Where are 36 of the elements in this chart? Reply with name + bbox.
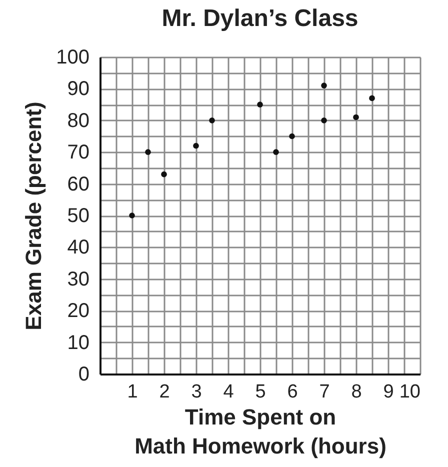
chart-title: Mr. Dylan’s Class bbox=[162, 5, 358, 32]
point bbox=[273, 149, 279, 156]
y-tick-label: 40 bbox=[67, 236, 90, 259]
point bbox=[321, 82, 327, 88]
point bbox=[129, 212, 135, 218]
point bbox=[161, 171, 167, 178]
y-tick-label: 0 bbox=[78, 364, 90, 386]
y-tick-label: 10 bbox=[67, 332, 90, 354]
point bbox=[289, 133, 295, 140]
x-tick-label: 6 bbox=[287, 382, 298, 402]
x-tick-label: 3 bbox=[191, 382, 202, 402]
x-tick-label: 5 bbox=[255, 382, 266, 402]
y-tick-label: 30 bbox=[67, 268, 90, 290]
y-tick-label: 60 bbox=[67, 173, 90, 196]
y-tick-label: 90 bbox=[67, 78, 90, 100]
x-tick-label: 1 bbox=[127, 382, 138, 402]
x-axis-title: Time Spent on Math Homework (hours) bbox=[134, 404, 386, 458]
y-axis-title: Exam Grade (percent) bbox=[21, 102, 46, 330]
point bbox=[209, 117, 215, 124]
x-tick-label: 10 bbox=[399, 382, 420, 402]
y-tick-label: 50 bbox=[67, 205, 90, 227]
y-tick-label: 100 bbox=[56, 46, 90, 68]
x-tick-label: 7 bbox=[319, 382, 330, 402]
y-tick-label: 80 bbox=[67, 110, 90, 132]
x-tick-label: 4 bbox=[223, 382, 234, 402]
x-tick-label: 2 bbox=[159, 382, 170, 402]
point bbox=[145, 149, 151, 156]
point bbox=[353, 114, 359, 120]
point bbox=[193, 142, 199, 149]
y-tick-label: 70 bbox=[67, 142, 90, 164]
point bbox=[257, 102, 263, 108]
x-tick-label: 9 bbox=[383, 382, 394, 402]
y-tick-label: 20 bbox=[67, 300, 90, 322]
point bbox=[369, 95, 375, 102]
point bbox=[321, 117, 327, 124]
x-tick-label: 8 bbox=[351, 382, 362, 402]
